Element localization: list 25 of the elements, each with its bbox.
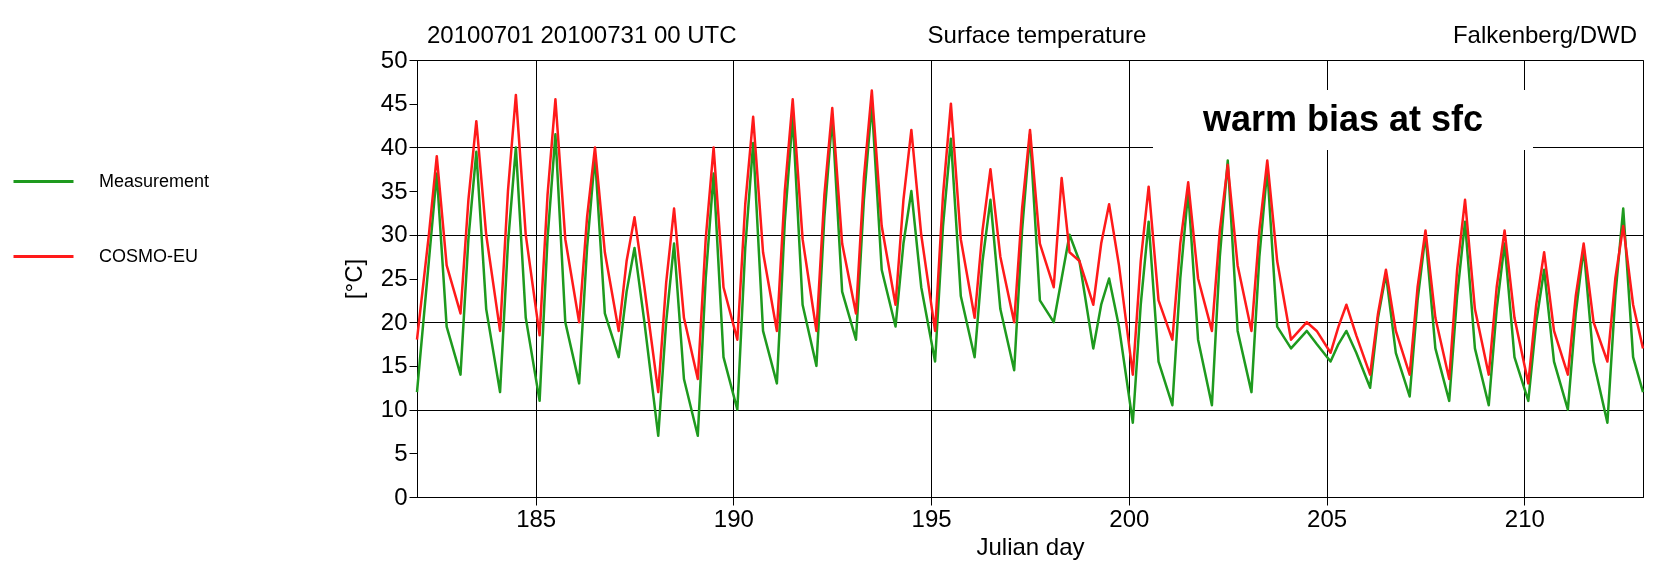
legend-label: Measurement — [99, 170, 210, 191]
y-tick-label: 10 — [380, 395, 408, 423]
y-tick-label: 50 — [380, 45, 408, 73]
text: Falkenberg/DWD — [1452, 21, 1637, 48]
y-tick-label: 15 — [380, 351, 408, 379]
y-tick-label: 0 — [394, 482, 408, 510]
text: 20100701 20100731 00 UTC — [427, 21, 737, 48]
y-axis-title: [°C] — [339, 258, 367, 300]
x-tick-label: 205 — [1307, 504, 1348, 532]
x-axis-title: Julian day — [976, 532, 1085, 560]
y-tick-label: 45 — [380, 89, 408, 117]
x-tick-label: 200 — [1109, 504, 1150, 532]
y-tick-label: 30 — [380, 220, 408, 248]
y-tick-label: 20 — [380, 307, 408, 335]
legend-label: COSMO-EU — [99, 245, 198, 266]
x-tick-label: 185 — [516, 504, 557, 532]
x-tick-label: 190 — [713, 504, 754, 532]
chart-title: Surface temperature — [927, 21, 1147, 48]
x-tick-label: 195 — [911, 504, 952, 532]
y-tick-label: 40 — [380, 132, 408, 160]
y-tick-label: 35 — [380, 176, 408, 204]
annotation: warm bias at sfc — [1201, 98, 1484, 139]
y-tick-label: 25 — [380, 264, 408, 291]
x-tick-label: 210 — [1504, 504, 1545, 532]
y-tick-label: 5 — [394, 438, 408, 466]
